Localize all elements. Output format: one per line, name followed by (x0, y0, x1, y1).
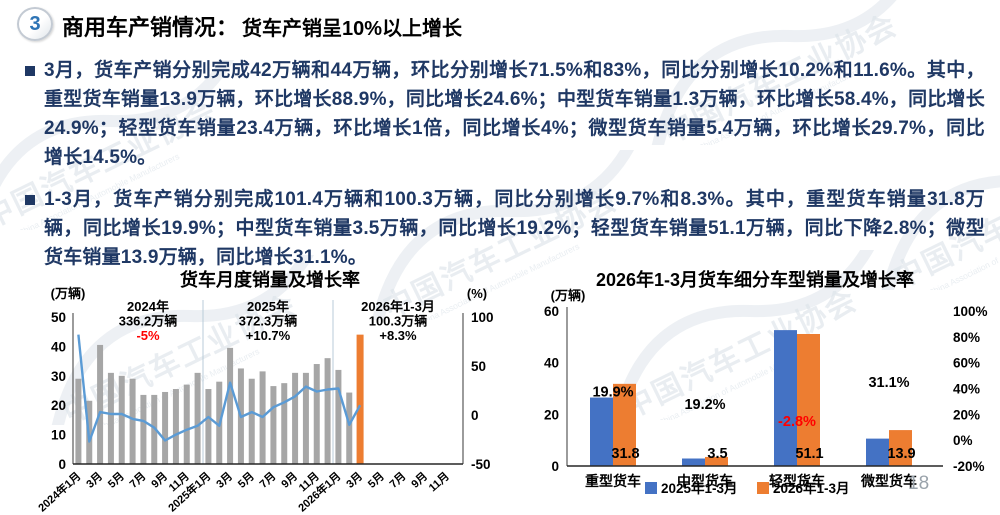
bullet-square-icon (25, 195, 35, 205)
svg-text:3.5: 3.5 (707, 446, 727, 462)
bullet-square-icon (25, 66, 35, 76)
svg-text:5月: 5月 (235, 470, 256, 491)
svg-text:+10.7%: +10.7% (246, 328, 291, 343)
page-title: 商用车产销情况： 货车产销呈10%以上增长 (62, 10, 462, 42)
svg-text:+8.3%: +8.3% (379, 328, 417, 343)
svg-text:2026年1-3月: 2026年1-3月 (773, 480, 850, 496)
svg-text:20: 20 (544, 407, 559, 422)
svg-text:100: 100 (471, 310, 494, 325)
svg-text:19.2%: 19.2% (684, 397, 725, 413)
monthly-truck-sales-chart: 货车月度销量及增长率 (万辆) (%) 0 10 20 30 40 50 -50 0 50 100 202… (35, 269, 494, 515)
bullet-q1-text: 1-3月，货车产销分别完成101.4万辆和100.3万辆，同比分别增长9.7%和… (44, 189, 985, 268)
svg-text:2024年1月: 2024年1月 (35, 469, 83, 515)
svg-text:10: 10 (51, 428, 66, 443)
svg-text:微型货车: 微型货车 (860, 473, 917, 489)
page-title-main: 商用车产销情况： (62, 15, 239, 40)
svg-text:-5%: -5% (136, 328, 160, 343)
svg-text:(万辆): (万辆) (51, 286, 86, 301)
svg-text:(万辆): (万辆) (551, 288, 586, 303)
svg-text:0: 0 (471, 408, 479, 423)
svg-text:9月: 9月 (149, 470, 170, 491)
svg-text:9月: 9月 (409, 470, 430, 491)
svg-text:轻型货车: 轻型货车 (769, 473, 825, 489)
svg-text:7月: 7月 (387, 470, 408, 491)
svg-text:货车月度销量及增长率: 货车月度销量及增长率 (180, 269, 360, 290)
svg-text:5月: 5月 (365, 470, 386, 491)
svg-text:20: 20 (51, 398, 66, 413)
svg-text:30: 30 (51, 369, 66, 384)
svg-text:重型货车: 重型货车 (585, 473, 641, 489)
svg-text:50: 50 (51, 310, 66, 325)
svg-text:7月: 7月 (127, 470, 148, 491)
svg-text:0: 0 (551, 459, 559, 474)
svg-text:31.8: 31.8 (611, 446, 639, 462)
svg-text:2025年1-3月: 2025年1-3月 (661, 480, 738, 496)
summary-bullets: 3月，货车产销分别完成42万辆和44万辆，环比分别增长71.5%和83%，同比分… (25, 56, 985, 285)
svg-text:0: 0 (58, 457, 66, 472)
bullet-q1: 1-3月，货车产销分别完成101.4万辆和100.3万辆，同比分别增长9.7%和… (25, 185, 985, 272)
section-number-badge: 3 (17, 7, 53, 41)
svg-text:50: 50 (471, 359, 486, 374)
svg-text:31.1%: 31.1% (868, 375, 909, 391)
svg-text:-50: -50 (471, 457, 491, 472)
svg-text:2025年: 2025年 (247, 299, 289, 314)
page-title-sub: 货车产销呈10%以上增长 (242, 18, 463, 40)
truck-segment-sales-chart: 2026年1-3月货车细分车型销量及增长率 (万辆) 重型货车 31.8 19.9% 中型… (544, 269, 988, 496)
svg-text:2026年1-3月货车细分车型销量及增长率: 2026年1-3月货车细分车型销量及增长率 (596, 269, 914, 290)
svg-text:-20%: -20% (953, 459, 985, 474)
svg-text:51.1: 51.1 (795, 446, 823, 462)
svg-text:11月: 11月 (426, 470, 452, 495)
svg-text:372.3万辆: 372.3万辆 (239, 314, 298, 329)
section-number: 3 (29, 12, 41, 35)
svg-text:2026年1-3月: 2026年1-3月 (361, 299, 435, 314)
svg-text:3月: 3月 (214, 470, 235, 491)
svg-text:40%: 40% (953, 382, 980, 397)
svg-text:3月: 3月 (344, 470, 365, 491)
svg-text:7月: 7月 (257, 470, 278, 491)
svg-text:336.2万辆: 336.2万辆 (119, 314, 178, 329)
svg-text:60: 60 (544, 304, 559, 319)
page-number: 18 (908, 473, 930, 494)
svg-text:20%: 20% (953, 407, 980, 422)
svg-text:40: 40 (51, 339, 66, 354)
svg-text:19.9%: 19.9% (592, 384, 633, 400)
bullet-march-text: 3月，货车产销分别完成42万辆和44万辆，环比分别增长71.5%和83%，同比分… (44, 60, 985, 168)
svg-text:5月: 5月 (105, 470, 126, 491)
svg-text:60%: 60% (953, 356, 980, 371)
svg-text:9月: 9月 (279, 470, 300, 491)
svg-text:3月: 3月 (84, 470, 105, 491)
svg-text:40: 40 (544, 356, 559, 371)
svg-text:80%: 80% (953, 330, 980, 345)
svg-text:100%: 100% (953, 304, 988, 319)
svg-text:0%: 0% (953, 433, 973, 448)
svg-text:-2.8%: -2.8% (778, 414, 816, 430)
bullet-march: 3月，货车产销分别完成42万辆和44万辆，环比分别增长71.5%和83%，同比分… (25, 56, 985, 172)
svg-text:(%): (%) (467, 286, 487, 301)
svg-text:100.3万辆: 100.3万辆 (369, 314, 428, 329)
svg-text:2024年: 2024年 (127, 299, 169, 314)
svg-text:中型货车: 中型货车 (677, 473, 733, 489)
svg-text:13.9: 13.9 (887, 446, 915, 462)
